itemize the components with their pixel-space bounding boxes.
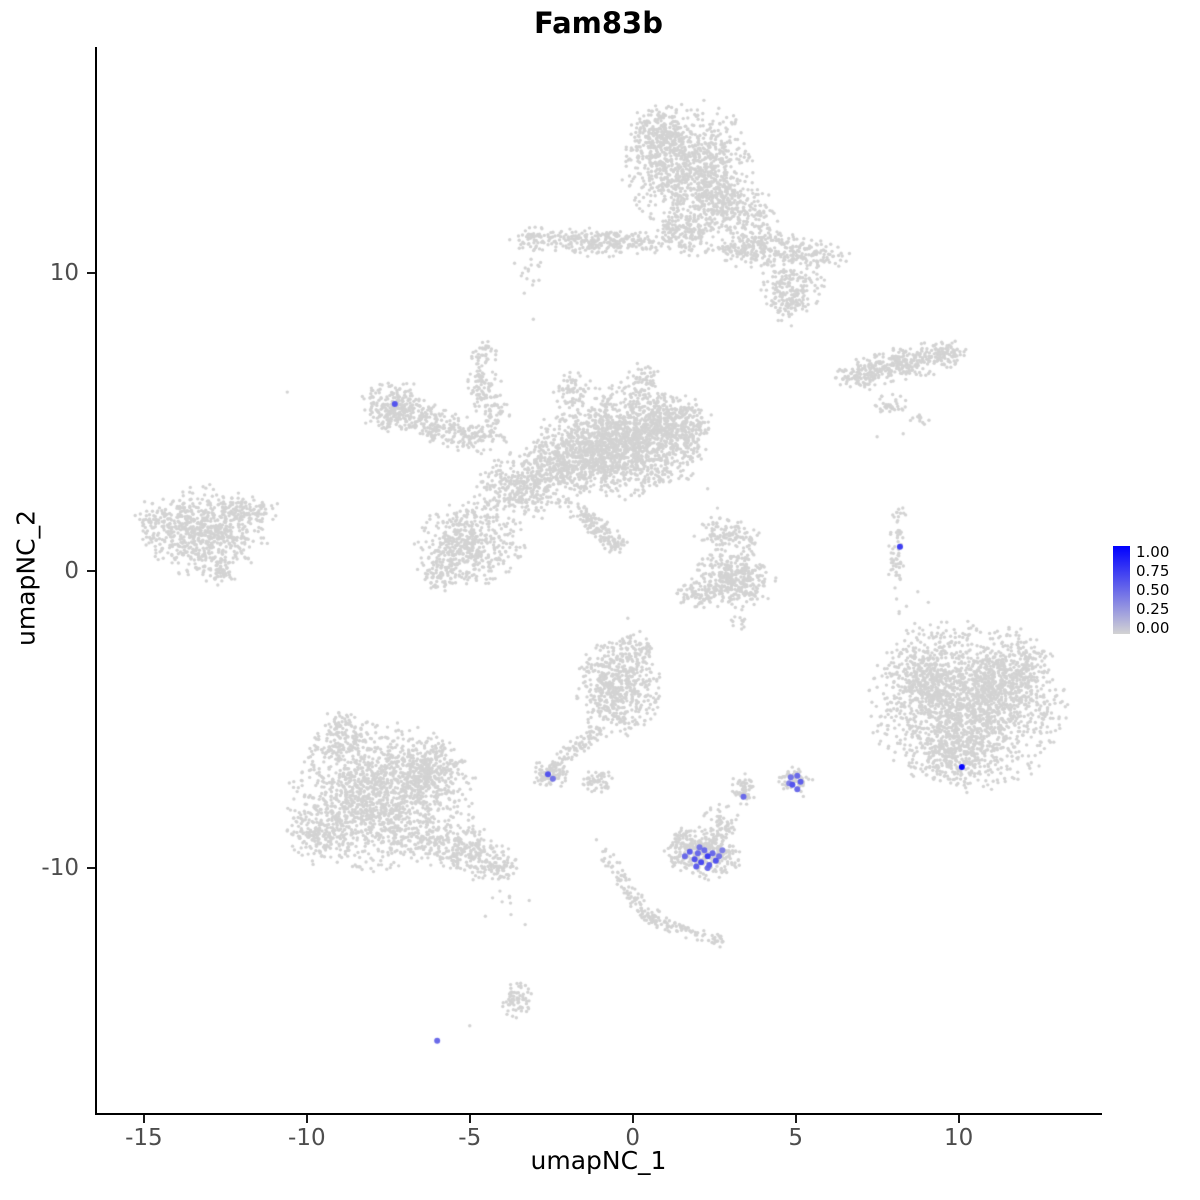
colorbar-gradient bbox=[1113, 546, 1130, 634]
colorbar-legend: 1.00 0.75 0.50 0.25 0.00 bbox=[1113, 543, 1198, 643]
legend-tick-label: 1.00 bbox=[1136, 543, 1170, 561]
y-tick-mark bbox=[87, 272, 95, 275]
x-tick-mark bbox=[305, 1115, 308, 1123]
x-tick-label: 0 bbox=[625, 1125, 641, 1151]
legend-tick-label: 0.75 bbox=[1136, 562, 1170, 580]
y-tick-mark bbox=[87, 569, 95, 572]
y-tick-label: 10 bbox=[49, 260, 79, 287]
x-tick-mark bbox=[794, 1115, 797, 1123]
colorbar-labels: 1.00 0.75 0.50 0.25 0.00 bbox=[1136, 543, 1169, 638]
x-tick-mark bbox=[468, 1115, 471, 1123]
x-tick-mark bbox=[142, 1115, 145, 1123]
y-tick-label: 0 bbox=[64, 557, 79, 584]
legend-tick-label: 0.00 bbox=[1136, 619, 1170, 637]
legend-tick-label: 0.25 bbox=[1136, 600, 1170, 618]
x-tick-mark bbox=[957, 1115, 960, 1123]
x-tick-label: -10 bbox=[288, 1125, 326, 1151]
x-tick-label: 5 bbox=[788, 1125, 803, 1151]
legend-tick-label: 0.50 bbox=[1136, 581, 1170, 599]
x-tick-label: -5 bbox=[458, 1125, 482, 1151]
x-tick-label: 10 bbox=[943, 1125, 974, 1151]
axes-frame bbox=[95, 47, 1102, 1115]
y-tick-label: -10 bbox=[41, 855, 79, 882]
plot-title: Fam83b bbox=[533, 6, 663, 40]
x-tick-mark bbox=[631, 1115, 634, 1123]
x-axis-label: umapNC_1 bbox=[530, 1146, 667, 1175]
x-tick-label: -15 bbox=[125, 1125, 163, 1151]
y-tick-mark bbox=[87, 867, 95, 870]
